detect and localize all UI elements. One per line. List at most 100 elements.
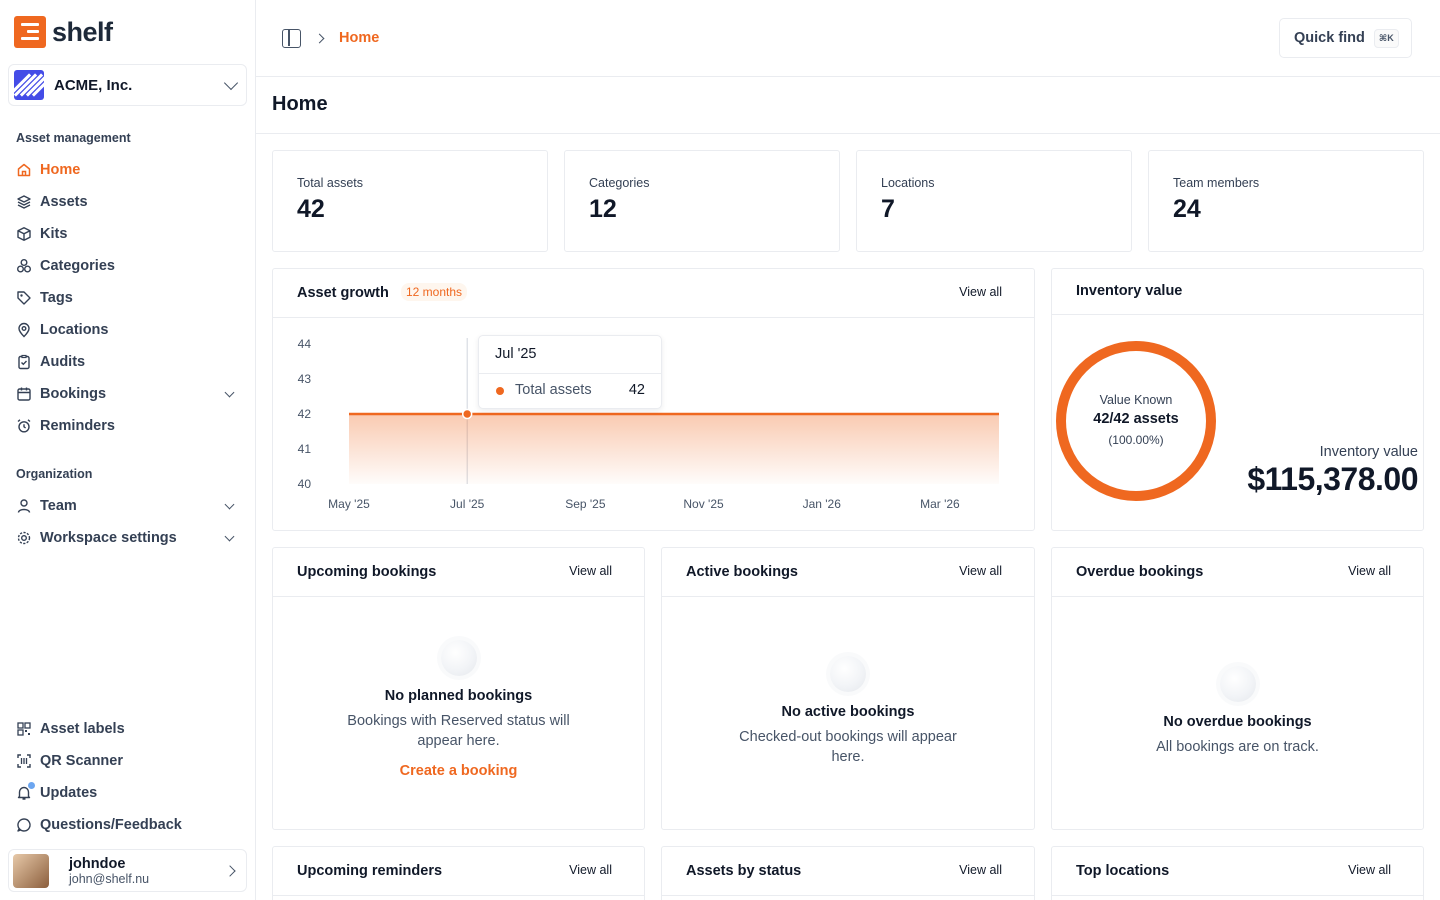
stat-label: Team members: [1173, 176, 1260, 190]
stat-value: 7: [881, 195, 895, 223]
empty-description: Checked-out bookings will appear here.: [739, 729, 957, 765]
empty-title: No active bookings: [781, 704, 915, 720]
categories-icon: [16, 258, 32, 274]
card-header: Overdue bookings View all: [1052, 548, 1423, 597]
user-menu[interactable]: johndoe john@shelf.nu: [8, 849, 247, 892]
empty-state-icon: [440, 640, 477, 676]
card-header: Assets by status View all: [662, 847, 1034, 896]
sidebar-item-label: Locations: [40, 322, 109, 338]
upcoming-bookings-card: Upcoming bookings View all No planned bo…: [272, 547, 645, 830]
section-organization: Organization: [16, 467, 93, 481]
sidebar-item-workspace-settings[interactable]: Workspace settings: [16, 524, 241, 552]
view-all-link[interactable]: View all: [569, 564, 612, 578]
chevron-down-icon: [224, 387, 235, 397]
active-bookings-card: Active bookings View all No active booki…: [661, 547, 1035, 830]
stat-value: 12: [589, 195, 617, 223]
card-header: Inventory value: [1052, 269, 1423, 315]
assets-icon: [16, 194, 32, 210]
shelf-logo[interactable]: shelf: [14, 16, 113, 48]
stat-card-locations: Locations 7: [856, 150, 1132, 252]
assets-by-status-card: Assets by status View all: [661, 846, 1035, 900]
empty-state: No active bookings Checked-out bookings …: [662, 656, 1034, 767]
bell-icon: [16, 782, 35, 801]
sidebar-item-label: Reminders: [40, 418, 115, 434]
sidebar-item-label: Bookings: [40, 386, 107, 402]
stat-value: 42: [297, 195, 325, 223]
sidebar-item-updates[interactable]: Updates: [16, 779, 241, 807]
empty-title: No planned bookings: [384, 688, 533, 704]
sidebar-item-label: Workspace settings: [40, 530, 177, 546]
sidebar-toggle-icon[interactable]: [282, 29, 301, 48]
tooltip-value: 42: [628, 382, 645, 398]
empty-title: No overdue bookings: [1163, 714, 1312, 730]
period-badge: 12 months: [401, 283, 468, 301]
qr-icon: [16, 721, 32, 737]
sidebar-item-bookings[interactable]: Bookings: [16, 380, 241, 408]
chevron-down-icon: [223, 75, 239, 90]
card-header: Asset growth 12 months View all: [273, 269, 1034, 318]
card-title: Upcoming bookings: [297, 564, 437, 580]
sidebar-item-locations[interactable]: Locations: [16, 316, 241, 344]
shelf-logo-icon: [14, 16, 46, 48]
quick-find-label: Quick find: [1294, 30, 1365, 46]
empty-state-icon: [1219, 666, 1256, 702]
stat-card-total-assets: Total assets 42: [272, 150, 548, 252]
view-all-link[interactable]: View all: [569, 863, 612, 877]
chevron-right-icon: [314, 33, 325, 44]
sidebar-item-team[interactable]: Team: [16, 492, 241, 520]
upcoming-reminders-card: Upcoming reminders View all: [272, 846, 645, 900]
active-data-point[interactable]: [461, 408, 473, 420]
sidebar-item-home[interactable]: Home: [16, 156, 241, 184]
card-header: Upcoming bookings View all: [273, 548, 644, 597]
sidebar-item-reminders[interactable]: Reminders: [16, 412, 241, 440]
sidebar-item-qr-scanner[interactable]: QR Scanner: [16, 747, 241, 775]
sidebar-item-audits[interactable]: Audits: [16, 348, 241, 376]
page-title: Home: [272, 93, 328, 115]
tooltip-title: Jul '25: [495, 346, 537, 362]
donut-count: 42/42 assets: [1093, 411, 1179, 427]
overdue-bookings-card: Overdue bookings View all No overdue boo…: [1051, 547, 1424, 830]
value-known-donut: Value Known 42/42 assets (100.00%): [1056, 341, 1216, 501]
empty-description: Bookings with Reserved status will appea…: [347, 713, 570, 749]
sidebar-item-label: Questions/Feedback: [40, 817, 182, 833]
app-name: shelf: [52, 17, 113, 47]
sidebar-item-label: Audits: [40, 354, 86, 370]
sidebar-item-questions-feedback[interactable]: Questions/Feedback: [16, 811, 241, 839]
sidebar-item-categories[interactable]: Categories: [16, 252, 241, 280]
org-logo-icon: [14, 70, 44, 100]
view-all-link[interactable]: View all: [959, 863, 1002, 877]
card-header: Upcoming reminders View all: [273, 847, 644, 896]
card-title: Active bookings: [686, 564, 798, 580]
x-tick-label: May '25: [328, 497, 370, 511]
create-booking-link[interactable]: Create a booking: [399, 763, 518, 779]
stat-value: 24: [1173, 195, 1201, 223]
sidebar-item-label: Team: [40, 498, 77, 514]
page-header: Home: [256, 77, 1440, 134]
inventory-value: $115,378.00: [1247, 461, 1418, 497]
sidebar-item-assets[interactable]: Assets: [16, 188, 241, 216]
view-all-link[interactable]: View all: [959, 285, 1002, 299]
stat-card-team-members: Team members 24: [1148, 150, 1424, 252]
sidebar-item-asset-labels[interactable]: Asset labels: [16, 715, 241, 743]
tag-icon: [16, 290, 32, 306]
view-all-link[interactable]: View all: [959, 564, 1002, 578]
quick-find-button[interactable]: Quick find ⌘K: [1279, 18, 1412, 58]
sidebar-item-tags[interactable]: Tags: [16, 284, 241, 312]
chevron-right-icon: [224, 864, 236, 877]
card-title: Overdue bookings: [1076, 564, 1204, 580]
org-switcher[interactable]: ACME, Inc.: [8, 64, 247, 106]
breadcrumb[interactable]: Home: [339, 30, 380, 46]
scan-icon: [16, 753, 32, 769]
view-all-link[interactable]: View all: [1348, 564, 1391, 578]
empty-state: No overdue bookings All bookings are on …: [1052, 666, 1423, 757]
y-tick-label: 41: [298, 442, 312, 456]
card-title: Assets by status: [686, 863, 802, 879]
sidebar-item-kits[interactable]: Kits: [16, 220, 241, 248]
chart-tooltip: Jul '25 Total assets 42: [478, 335, 662, 409]
stat-label: Total assets: [297, 176, 364, 190]
inventory-value-card: Inventory value Value Known 42/42 assets…: [1051, 268, 1424, 531]
alarm-icon: [16, 418, 32, 434]
view-all-link[interactable]: View all: [1348, 863, 1391, 877]
series-dot: [496, 387, 504, 395]
section-asset-management: Asset management: [16, 131, 131, 145]
